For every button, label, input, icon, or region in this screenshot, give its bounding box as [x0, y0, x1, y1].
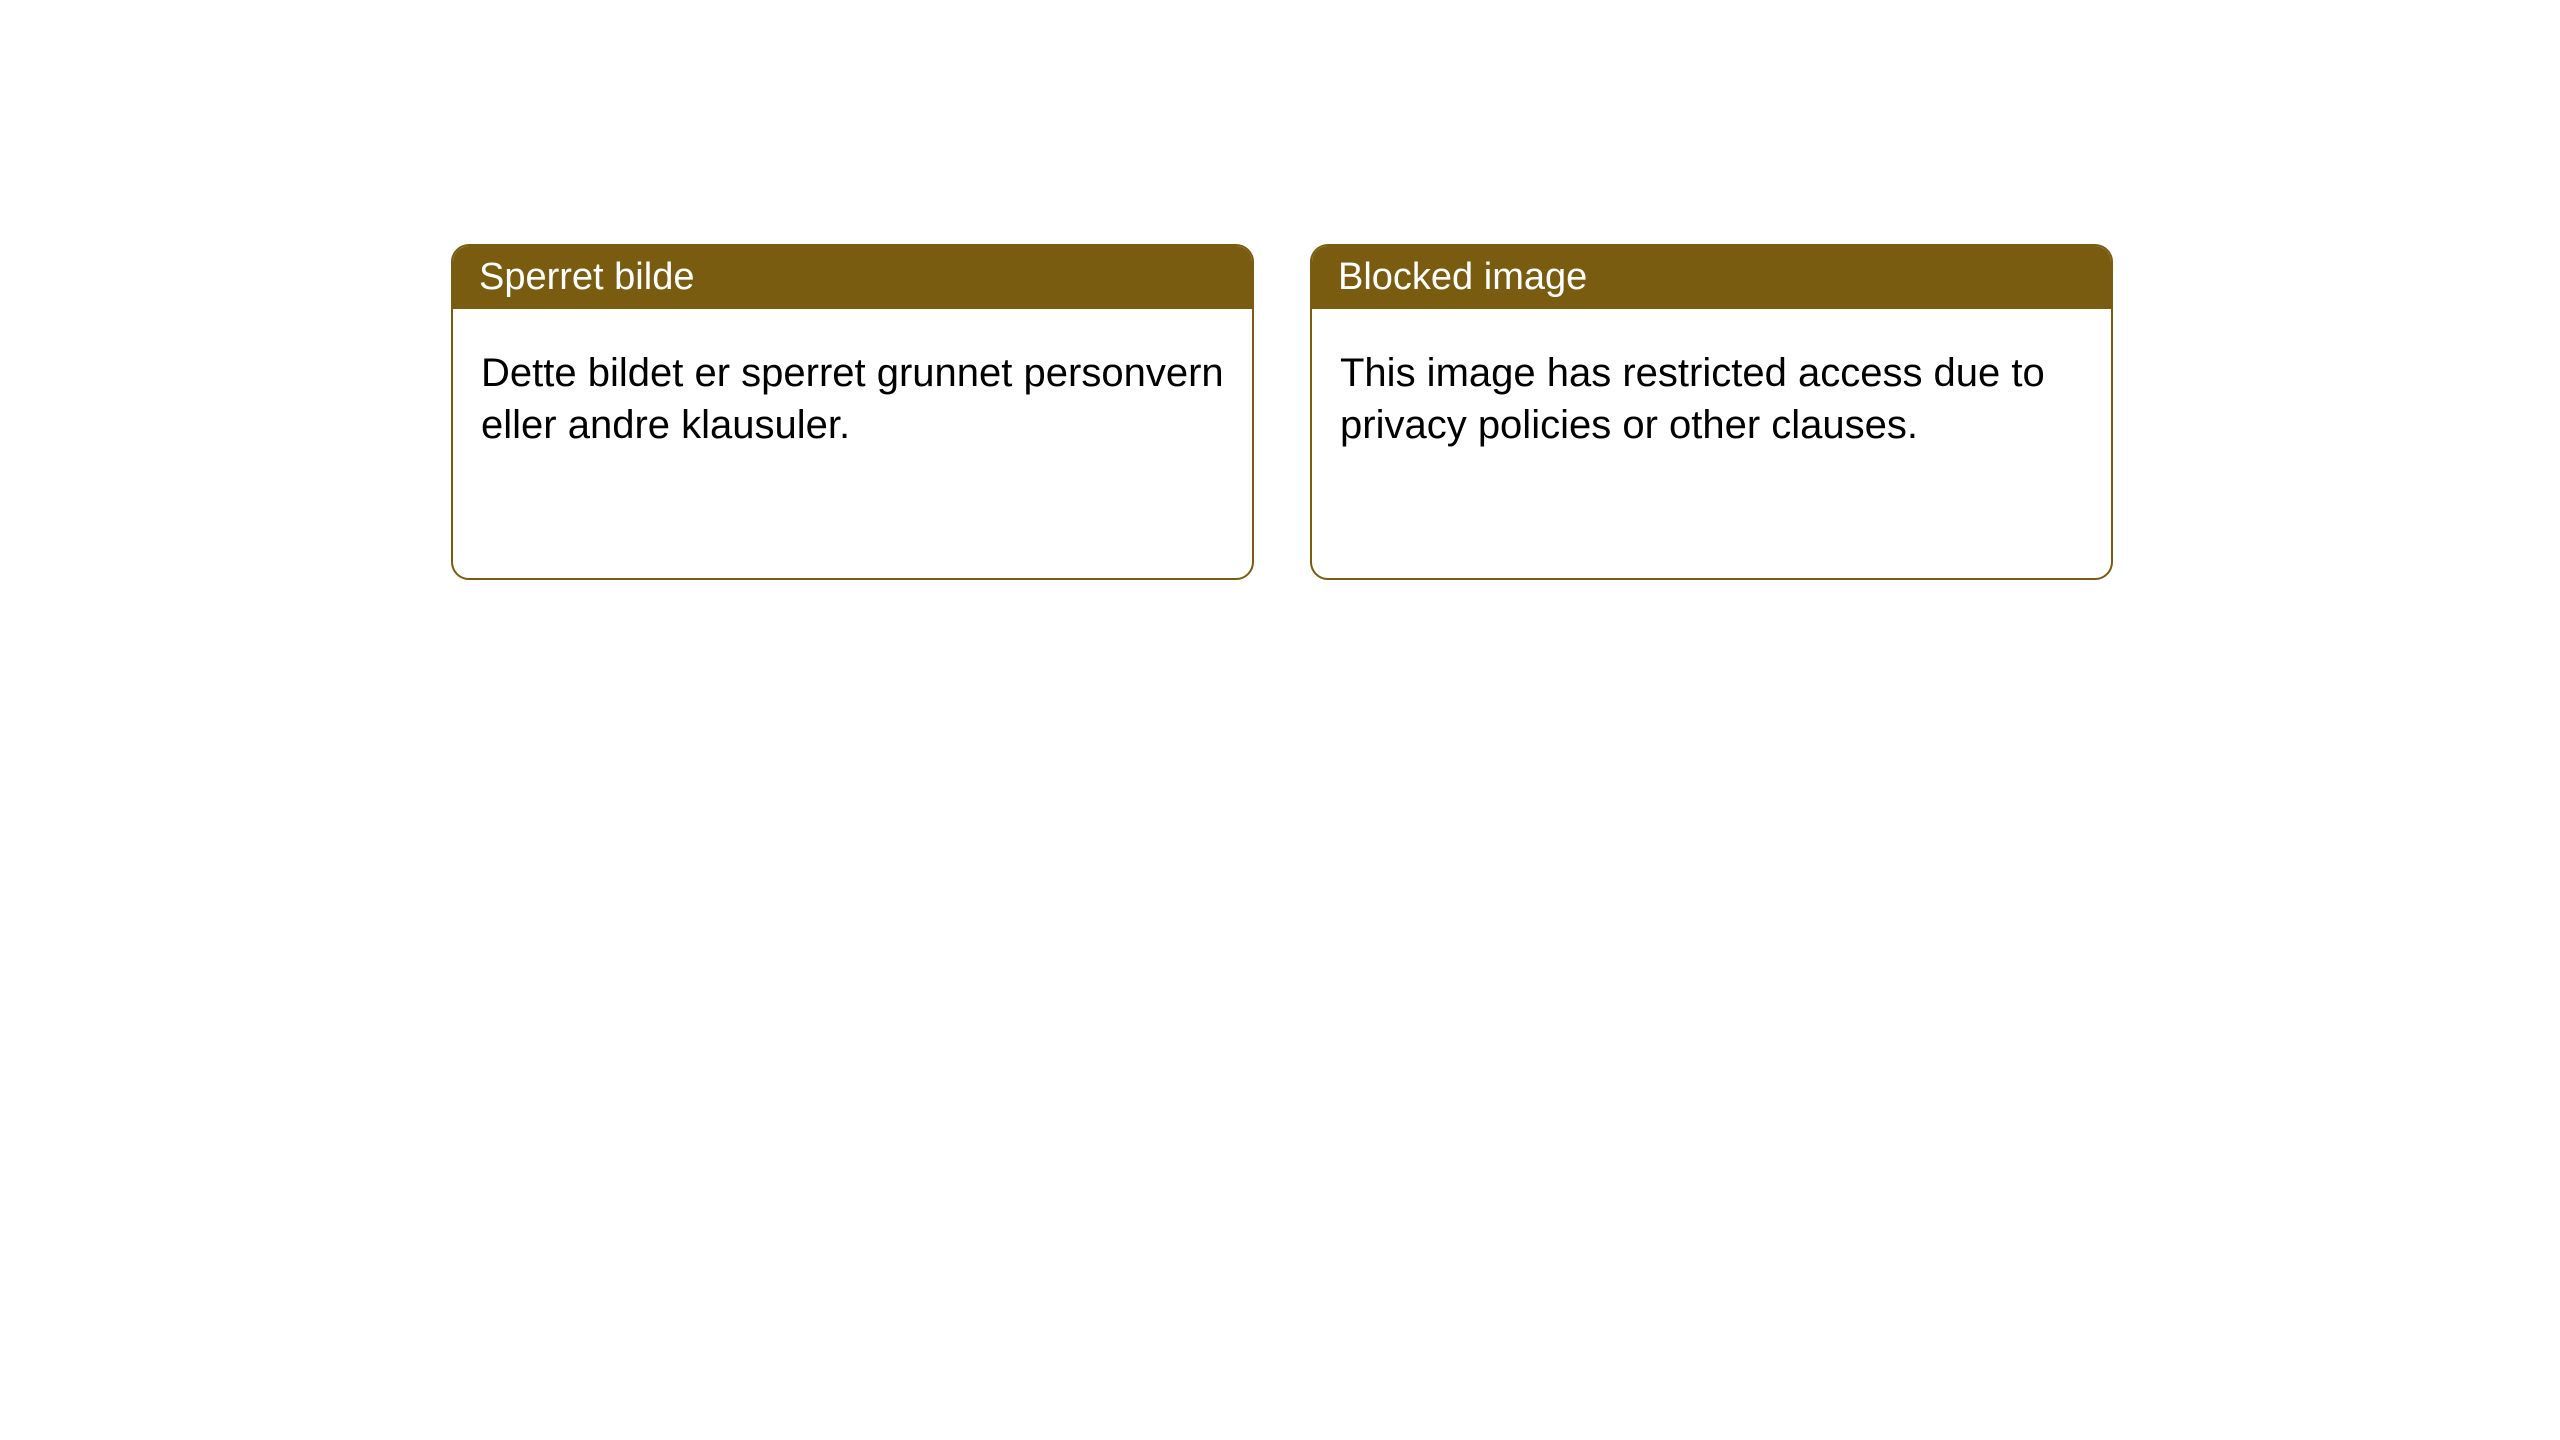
card-header: Sperret bilde: [453, 246, 1252, 309]
card-header-text: Sperret bilde: [479, 256, 694, 298]
card-body-text: This image has restricted access due to …: [1340, 351, 2045, 447]
card-header-text: Blocked image: [1338, 256, 1587, 298]
cards-container: Sperret bilde Dette bildet er sperret gr…: [0, 0, 2560, 580]
card-body: Dette bildet er sperret grunnet personve…: [453, 309, 1252, 489]
card-header: Blocked image: [1312, 246, 2111, 309]
blocked-image-card-english: Blocked image This image has restricted …: [1310, 244, 2113, 580]
card-body-text: Dette bildet er sperret grunnet personve…: [481, 351, 1224, 447]
card-body: This image has restricted access due to …: [1312, 309, 2111, 489]
blocked-image-card-norwegian: Sperret bilde Dette bildet er sperret gr…: [451, 244, 1254, 580]
